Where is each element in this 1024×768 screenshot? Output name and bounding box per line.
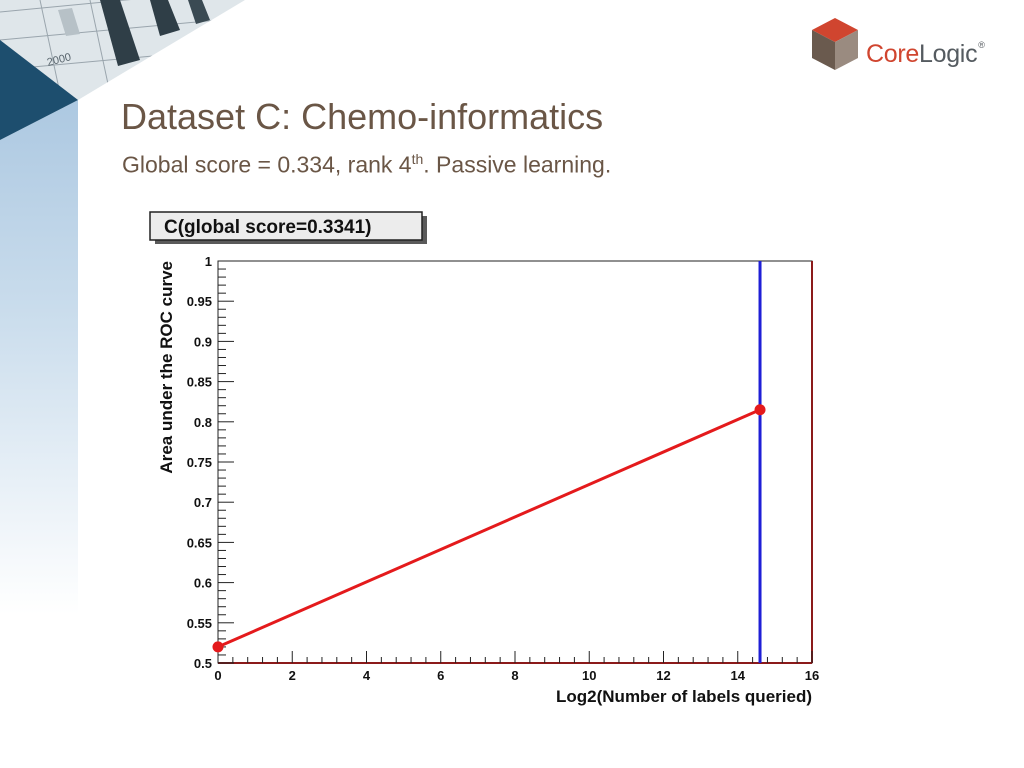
subtitle-tail: . Passive learning.	[423, 151, 612, 178]
logo-cube-right	[835, 30, 858, 70]
subtitle-sup: th	[411, 151, 424, 167]
y-tick-label: 0.8	[194, 415, 212, 430]
x-tick-label: 8	[511, 668, 518, 683]
series-point	[754, 404, 766, 416]
y-axis-tick-labels: 0.5 0.55 0.6 0.65 0.7 0.75 0.8 0.85 0.9 0.95 1	[187, 254, 212, 671]
y-tick-label: 0.6	[194, 576, 212, 591]
logo-cube-left	[812, 30, 835, 70]
x-tick-label: 4	[363, 668, 371, 683]
x-axis-ticks	[217, 651, 813, 663]
y-tick-label: 1	[205, 254, 212, 269]
y-tick-label: 0.7	[194, 495, 212, 510]
y-tick-label: 0.9	[194, 334, 212, 349]
slide-subtitle: Global score = 0.334, rank 4th. Passive …	[122, 151, 611, 179]
corelogic-logo	[812, 18, 858, 70]
x-tick-label: 12	[656, 668, 670, 683]
series-group	[212, 261, 766, 663]
plot-area	[217, 260, 813, 664]
y-tick-label: 0.85	[187, 375, 212, 390]
logo-registered: ®	[978, 40, 985, 50]
x-tick-label: 2	[289, 668, 296, 683]
x-tick-label: 10	[582, 668, 596, 683]
x-axis-tick-labels: 0 2 4 6 8 10 12 14 16	[214, 668, 819, 683]
y-tick-label: 0.55	[187, 616, 212, 631]
subtitle-main: Global score = 0.334, rank 4	[122, 151, 412, 178]
x-tick-label: 14	[731, 668, 746, 683]
x-tick-label: 6	[437, 668, 444, 683]
y-tick-label: 0.65	[187, 535, 212, 550]
y-axis-label: Area under the ROC curve	[157, 261, 176, 474]
chart-title: C(global score=0.3341)	[164, 217, 372, 238]
corner-decoration: 2000	[0, 0, 245, 140]
slide-title: Dataset C: Chemo-informatics	[121, 96, 604, 137]
y-tick-label: 0.5	[194, 656, 212, 671]
y-axis-ticks	[218, 260, 234, 664]
series-line	[217, 408, 761, 649]
series-point	[212, 641, 224, 653]
x-axis-label: Log2(Number of labels queried)	[556, 687, 812, 706]
logo-wordmark: CoreLogic®	[866, 40, 985, 69]
logo-word-core: Core	[866, 40, 919, 68]
y-tick-label: 0.95	[187, 294, 212, 309]
x-tick-label: 16	[805, 668, 819, 683]
x-tick-label: 0	[214, 668, 221, 683]
logo-word-logic: Logic	[919, 40, 978, 68]
chart-title-box	[149, 211, 423, 241]
y-tick-label: 0.75	[187, 455, 212, 470]
corner-year: 2000	[46, 51, 73, 69]
